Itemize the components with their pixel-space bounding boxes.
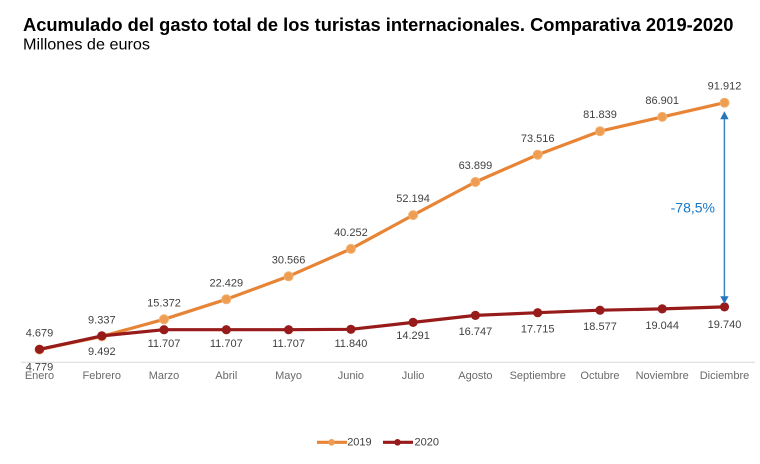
svg-text:81.839: 81.839 <box>583 109 617 121</box>
svg-text:Enero: Enero <box>25 370 54 382</box>
svg-text:Mayo: Mayo <box>275 370 302 382</box>
svg-text:22.429: 22.429 <box>209 277 243 289</box>
svg-text:Junio: Junio <box>338 370 364 382</box>
svg-text:19.044: 19.044 <box>645 320 679 332</box>
svg-text:Octubre: Octubre <box>580 370 619 382</box>
svg-text:Septiembre: Septiembre <box>510 370 566 382</box>
svg-text:19.740: 19.740 <box>708 319 742 331</box>
svg-text:Millones de euros: Millones de euros <box>23 37 150 54</box>
svg-text:Diciembre: Diciembre <box>700 370 750 382</box>
svg-text:15.372: 15.372 <box>147 297 181 309</box>
svg-text:30.566: 30.566 <box>272 254 306 266</box>
svg-text:17.715: 17.715 <box>521 323 555 335</box>
svg-text:40.252: 40.252 <box>334 227 368 239</box>
svg-text:Febrero: Febrero <box>83 370 122 382</box>
svg-text:Abril: Abril <box>215 370 237 382</box>
svg-text:Agosto: Agosto <box>458 370 492 382</box>
svg-text:4.679: 4.679 <box>26 328 54 340</box>
svg-text:Marzo: Marzo <box>149 370 180 382</box>
svg-text:18.577: 18.577 <box>583 321 617 333</box>
svg-text:16.747: 16.747 <box>459 326 493 338</box>
svg-text:91.912: 91.912 <box>708 81 742 93</box>
svg-text:-78,5%: -78,5% <box>671 199 715 215</box>
svg-text:63.899: 63.899 <box>459 160 493 172</box>
svg-text:14.291: 14.291 <box>396 330 430 342</box>
svg-text:11.707: 11.707 <box>210 338 243 350</box>
svg-text:11.707: 11.707 <box>148 338 181 350</box>
svg-text:73.516: 73.516 <box>521 133 555 145</box>
svg-text:11.707: 11.707 <box>272 338 305 350</box>
svg-text:9.492: 9.492 <box>88 346 116 358</box>
svg-text:52.194: 52.194 <box>396 193 430 205</box>
svg-text:4.779: 4.779 <box>26 362 54 374</box>
svg-text:2019: 2019 <box>347 436 371 448</box>
svg-text:Acumulado del gasto total de l: Acumulado del gasto total de los turista… <box>23 14 733 35</box>
svg-text:11.840: 11.840 <box>334 338 367 350</box>
svg-text:9.337: 9.337 <box>88 314 116 326</box>
svg-text:2020: 2020 <box>415 436 439 448</box>
svg-text:Noviembre: Noviembre <box>636 370 689 382</box>
svg-text:86.901: 86.901 <box>645 95 679 107</box>
svg-text:Julio: Julio <box>402 370 425 382</box>
